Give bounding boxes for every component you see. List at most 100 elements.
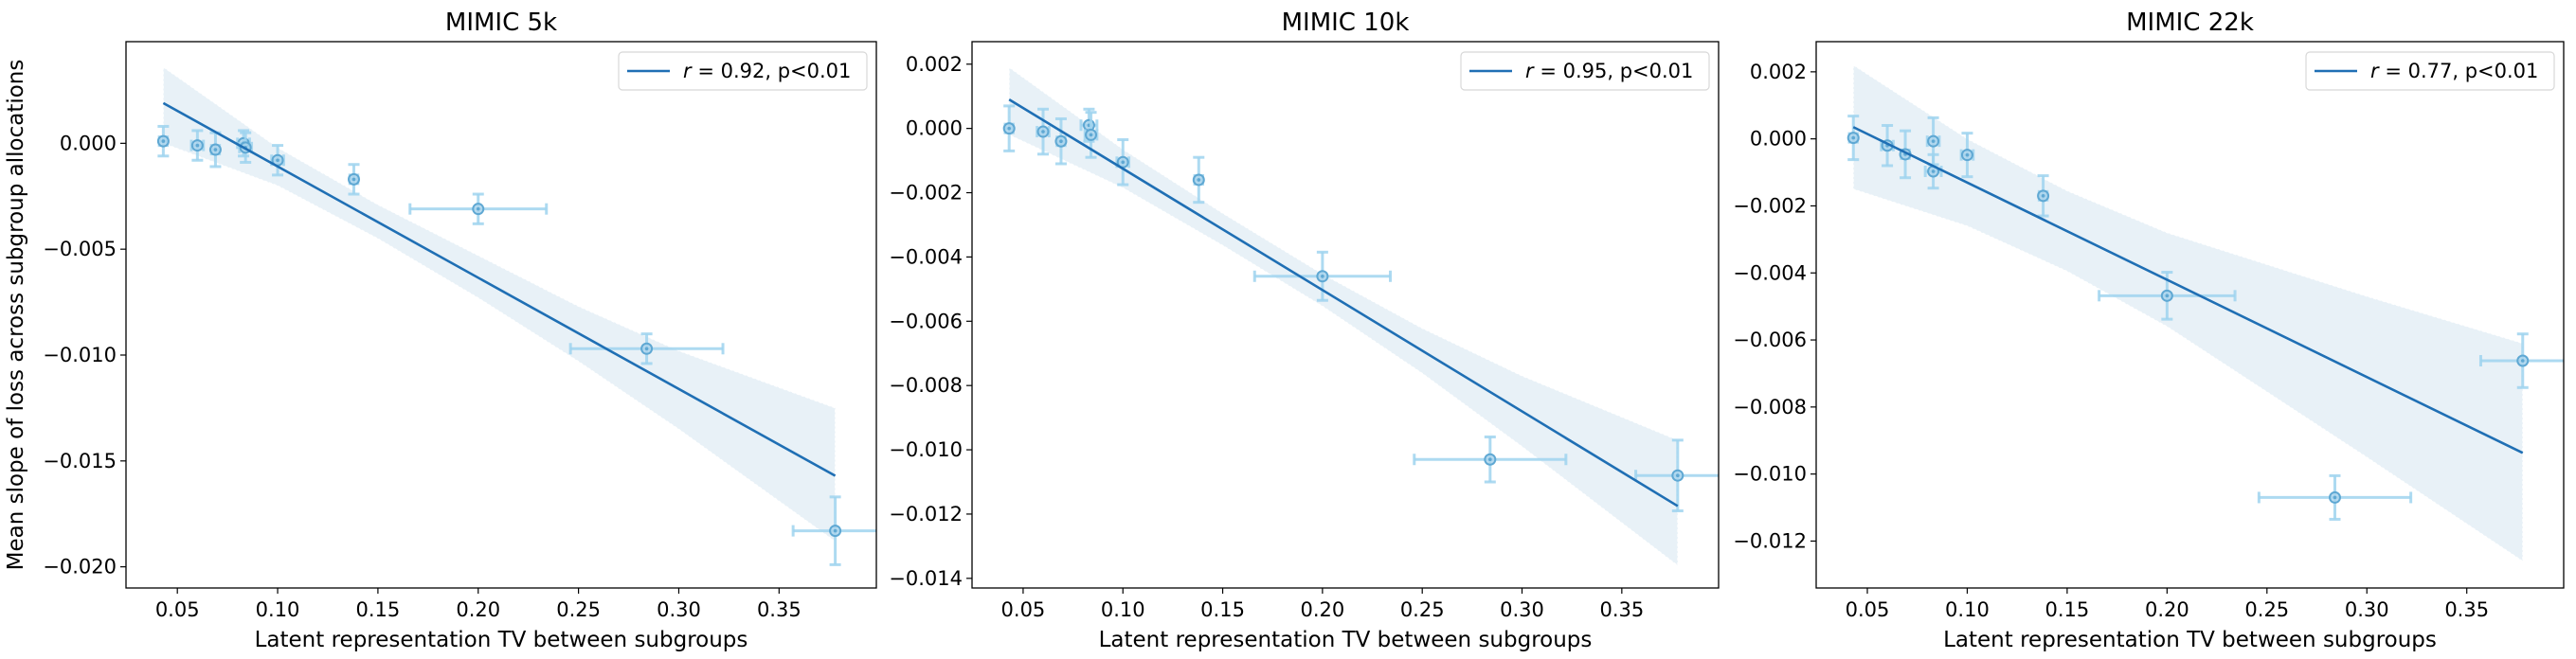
marker-center	[1059, 139, 1063, 144]
x-axis-label: Latent representation TV between subgrou…	[1943, 628, 2437, 652]
marker-center	[351, 177, 356, 182]
legend: r = 0.95, p<0.01	[1460, 51, 1710, 91]
y-tick-label: 0.000	[906, 117, 963, 140]
data-point-7	[348, 163, 361, 196]
marker-center	[195, 143, 200, 148]
data-point-2	[189, 129, 206, 162]
data-point-4	[1079, 107, 1099, 143]
x-tick-label: 0.10	[256, 598, 300, 621]
y-tick-label: −0.014	[889, 567, 963, 590]
x-tick-label: 0.35	[757, 598, 802, 621]
marker-center	[1007, 126, 1011, 131]
plot-area	[1846, 63, 2564, 562]
panel-1: 0.05 0.10 0.15 0.20 0.25 0.30 0.35 0.000 −0.005 −…	[4, 9, 877, 652]
x-tick-label: 0.25	[1400, 598, 1445, 621]
regression-line	[162, 101, 837, 477]
legend-r-symbol: r	[2370, 60, 2380, 82]
chart-title: MIMIC 5k	[445, 9, 557, 37]
x-tick-label: 0.25	[556, 598, 601, 621]
x-axis-label: Latent representation TV between subgrou…	[1099, 628, 1593, 652]
marker-center	[276, 158, 279, 163]
y-tick-label: −0.020	[43, 556, 117, 579]
data-point-1	[1002, 104, 1016, 152]
data-point-9	[568, 332, 725, 365]
marker-center	[1965, 152, 1970, 157]
data-point-7	[2037, 174, 2050, 218]
x-tick-label: 0.20	[1300, 598, 1344, 621]
x-tick-label: 0.35	[1599, 598, 1644, 621]
marker-center	[1931, 139, 1936, 143]
data-point-1	[156, 124, 170, 158]
data-point-8	[408, 192, 549, 225]
legend-box	[618, 51, 868, 91]
y-tick-label: −0.010	[43, 344, 117, 366]
data-point-5	[238, 131, 254, 164]
confidence-band	[162, 65, 837, 543]
legend-label: r = 0.92, p<0.01	[683, 60, 851, 82]
data-point-9	[2257, 473, 2413, 521]
legend-stats: = 0.95, p<0.01	[1534, 60, 1694, 82]
y-tick-label: −0.002	[889, 182, 963, 205]
marker-center	[644, 347, 649, 351]
x-tick-label: 0.15	[2045, 598, 2090, 621]
y-tick-label: −0.008	[1733, 396, 1807, 419]
x-tick-label: 0.30	[657, 598, 701, 621]
data-point-2	[1036, 107, 1051, 156]
x-tick-label: 0.30	[1500, 598, 1544, 621]
legend-label: r = 0.77, p<0.01	[2370, 60, 2538, 82]
data-point-10	[791, 495, 876, 566]
confidence-band	[1852, 63, 2524, 562]
marker-center	[1488, 457, 1492, 462]
marker-center	[1676, 473, 1680, 478]
marker-center	[2165, 294, 2170, 298]
chart-title: MIMIC 10k	[1282, 9, 1410, 37]
legend-stats: = 0.77, p<0.01	[2379, 60, 2539, 82]
x-tick-label: 0.05	[155, 598, 200, 621]
data-point-1	[1846, 115, 1860, 162]
plot-area	[1002, 66, 1719, 567]
x-tick-label: 0.05	[1846, 598, 1890, 621]
marker-center	[1121, 160, 1126, 165]
marker-center	[1851, 135, 1856, 140]
y-tick-label: 0.002	[1750, 61, 1807, 83]
y-tick-label: 0.002	[906, 53, 963, 76]
y-tick-label: −0.005	[43, 238, 117, 260]
data-point-9	[1413, 435, 1568, 484]
y-tick-label: −0.002	[1733, 194, 1807, 217]
marker-center	[833, 528, 838, 533]
y-tick-label: −0.010	[1733, 463, 1807, 486]
data-point-10	[2478, 332, 2564, 389]
y-tick-label: 0.000	[1750, 128, 1807, 151]
plot-area	[156, 65, 876, 566]
y-tick-label: −0.015	[43, 450, 117, 472]
marker-center	[213, 148, 218, 151]
y-tick-label: −0.012	[1733, 529, 1807, 552]
y-tick-label: −0.010	[889, 438, 963, 461]
legend-box	[2305, 51, 2555, 91]
axes-frame	[125, 41, 877, 589]
y-tick-label: −0.006	[889, 310, 963, 332]
data-point-8	[1252, 250, 1392, 302]
legend-r-symbol: r	[683, 60, 693, 82]
legend: r = 0.77, p<0.01	[2305, 51, 2555, 91]
marker-center	[1321, 274, 1324, 278]
y-tick-label: 0.000	[60, 132, 117, 154]
y-tick-label: −0.004	[889, 245, 963, 268]
marker-center	[2333, 495, 2337, 500]
marker-center	[476, 206, 480, 211]
confidence-band	[1008, 66, 1679, 567]
x-tick-label: 0.10	[1945, 598, 1990, 621]
panel-2: 0.05 0.10 0.15 0.20 0.25 0.30 0.35 0.002 0.000 −0…	[889, 9, 1720, 652]
legend-stats: = 0.92, p<0.01	[692, 60, 852, 82]
data-point-6	[1959, 132, 1975, 179]
x-tick-label: 0.15	[356, 598, 401, 621]
y-tick-label: −0.006	[1733, 329, 1807, 351]
x-axis-label: Latent representation TV between subgrou…	[255, 628, 748, 652]
marker-center	[1197, 178, 1201, 182]
marker-center	[1931, 169, 1936, 173]
axes-frame	[1815, 41, 2565, 589]
marker-center	[2041, 194, 2045, 198]
x-tick-label: 0.15	[1200, 598, 1245, 621]
y-tick-label: −0.012	[889, 503, 963, 525]
